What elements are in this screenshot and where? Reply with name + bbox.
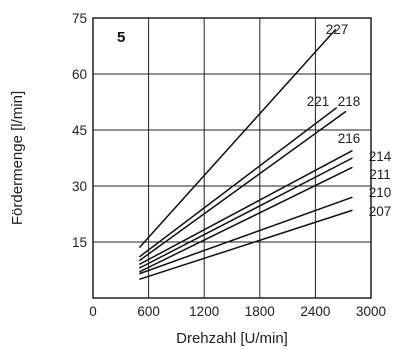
series-line-227	[138, 28, 337, 249]
series-line-210	[139, 196, 353, 275]
x-tick-label: 0	[89, 304, 97, 319]
series-line-207	[139, 209, 353, 281]
series-line-214	[138, 157, 353, 269]
series-line-216	[138, 149, 353, 266]
x-tick-label: 600	[137, 304, 160, 319]
x-tick-label: 1800	[245, 304, 275, 319]
y-tick-label: 75	[72, 11, 87, 26]
x-tick-labels: 0 600 1200 1800 2400 3000	[89, 304, 386, 319]
x-tick-label: 1200	[189, 304, 219, 319]
series-lines	[138, 28, 353, 281]
series-label-211: 211	[369, 167, 391, 182]
panel-label: 5	[117, 29, 125, 46]
series-label-218: 218	[338, 94, 361, 109]
grid-vertical	[148, 18, 316, 298]
y-tick-label: 45	[72, 123, 87, 138]
x-tick-label: 3000	[356, 304, 386, 319]
series-labels: 227 221 218 216 214 211 210 207	[307, 22, 392, 219]
y-tick-label: 15	[72, 235, 87, 250]
y-tick-label: 60	[72, 67, 87, 82]
series-line-211	[139, 166, 353, 273]
plot-frame	[92, 17, 372, 299]
series-label-214: 214	[369, 149, 392, 164]
series-label-216: 216	[338, 131, 361, 146]
series-label-227: 227	[326, 22, 349, 37]
y-tick-label: 30	[72, 179, 87, 194]
x-axis-title: Drehzahl [U/min]	[176, 330, 288, 347]
series-line-221	[138, 107, 338, 258]
series-line-218	[138, 110, 347, 262]
series-label-207: 207	[369, 204, 392, 219]
y-axis-title: Fördermenge [l/min]	[9, 91, 26, 225]
x-tick-label: 2400	[300, 304, 330, 319]
grid-horizontal	[93, 73, 371, 243]
series-label-210: 210	[369, 185, 392, 200]
series-label-221: 221	[307, 94, 330, 109]
y-tick-labels: 15 30 45 60 75	[72, 11, 87, 250]
